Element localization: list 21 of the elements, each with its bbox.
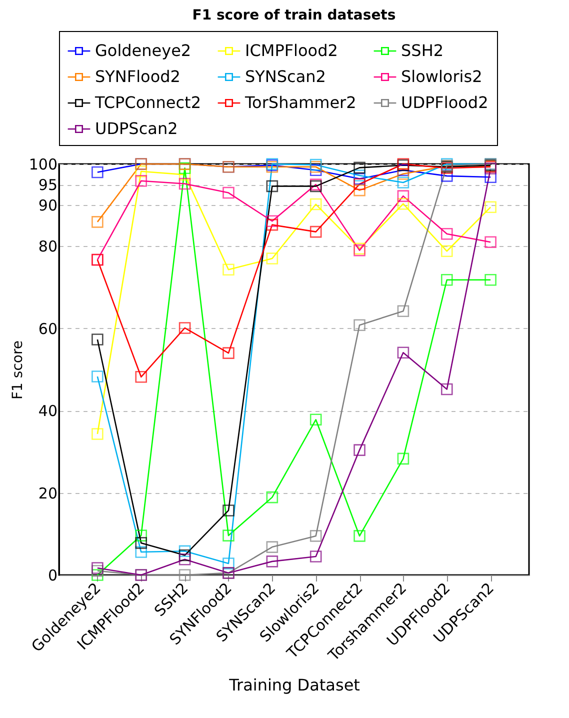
y-tick-label: 60 [38, 320, 58, 338]
legend-label: UDPFlood2 [401, 93, 488, 112]
y-tick-label: 90 [38, 196, 58, 215]
y-tick-label: 20 [38, 484, 58, 502]
legend-label: TCPConnect2 [94, 93, 201, 112]
y-tick-label: 0 [48, 566, 58, 584]
y-tick-label: 80 [38, 238, 58, 256]
x-axis-title: Training Dataset [228, 676, 360, 695]
legend-label: ICMPFlood2 [245, 41, 338, 60]
legend-label: TorShammer2 [244, 93, 356, 112]
y-tick-label: 100 [28, 156, 58, 174]
legend-label: Slowloris2 [401, 67, 482, 86]
y-tick-label: 95 [38, 176, 58, 194]
legend-label: SSH2 [401, 41, 444, 60]
legend-label: UDPScan2 [95, 119, 178, 138]
y-tick-label: 40 [38, 402, 58, 420]
chart-title: F1 score of train datasets [192, 8, 396, 24]
legend-label: Goldeneye2 [95, 41, 192, 60]
legend-label: SYNFlood2 [95, 67, 180, 86]
legend-label: SYNScan2 [245, 67, 326, 86]
y-axis-title: F1 score [10, 340, 26, 400]
